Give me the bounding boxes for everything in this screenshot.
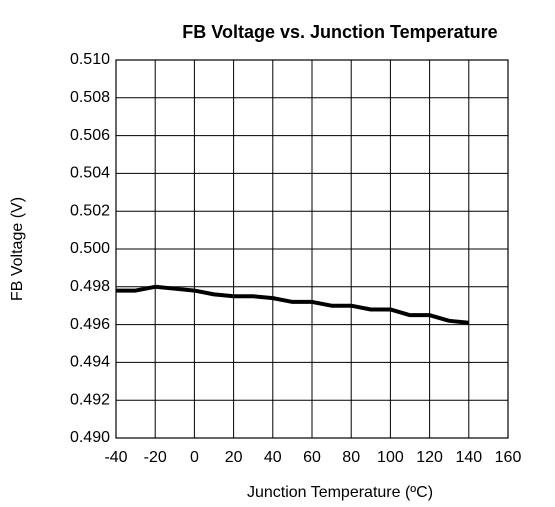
y-tick-label: 0.490: [70, 429, 110, 446]
plot-frame: [115, 59, 509, 439]
x-tick-label: -20: [144, 449, 167, 466]
chart-title: FB Voltage vs. Junction Temperature: [182, 22, 497, 42]
y-tick-label: 0.494: [70, 354, 110, 371]
x-tick-label: 80: [342, 449, 360, 466]
y-tick-label: 0.496: [70, 316, 110, 333]
x-tick-label: 100: [377, 449, 404, 466]
y-tick-label: 0.508: [70, 89, 110, 106]
y-tick-label: 0.500: [70, 240, 110, 257]
data-line: [116, 284, 469, 325]
x-tick-label: 0: [190, 449, 199, 466]
y-axis-label: FB Voltage (V): [9, 197, 26, 301]
x-tick-label: 120: [416, 449, 443, 466]
y-tick-label: 0.498: [70, 278, 110, 295]
y-tick-label: 0.502: [70, 202, 110, 219]
x-tick-label: 60: [303, 449, 321, 466]
y-tick-label: 0.510: [70, 51, 110, 68]
y-tick-label: 0.492: [70, 391, 110, 408]
x-tick-label: 20: [225, 449, 243, 466]
x-tick-label: 140: [455, 449, 482, 466]
x-tick-label: 160: [495, 449, 522, 466]
x-tick-label: -40: [104, 449, 127, 466]
y-tick-label: 0.506: [70, 127, 110, 144]
y-tick-label: 0.504: [70, 165, 110, 182]
x-tick-label: 40: [264, 449, 282, 466]
x-axis-label: Junction Temperature (ºC): [247, 484, 433, 501]
